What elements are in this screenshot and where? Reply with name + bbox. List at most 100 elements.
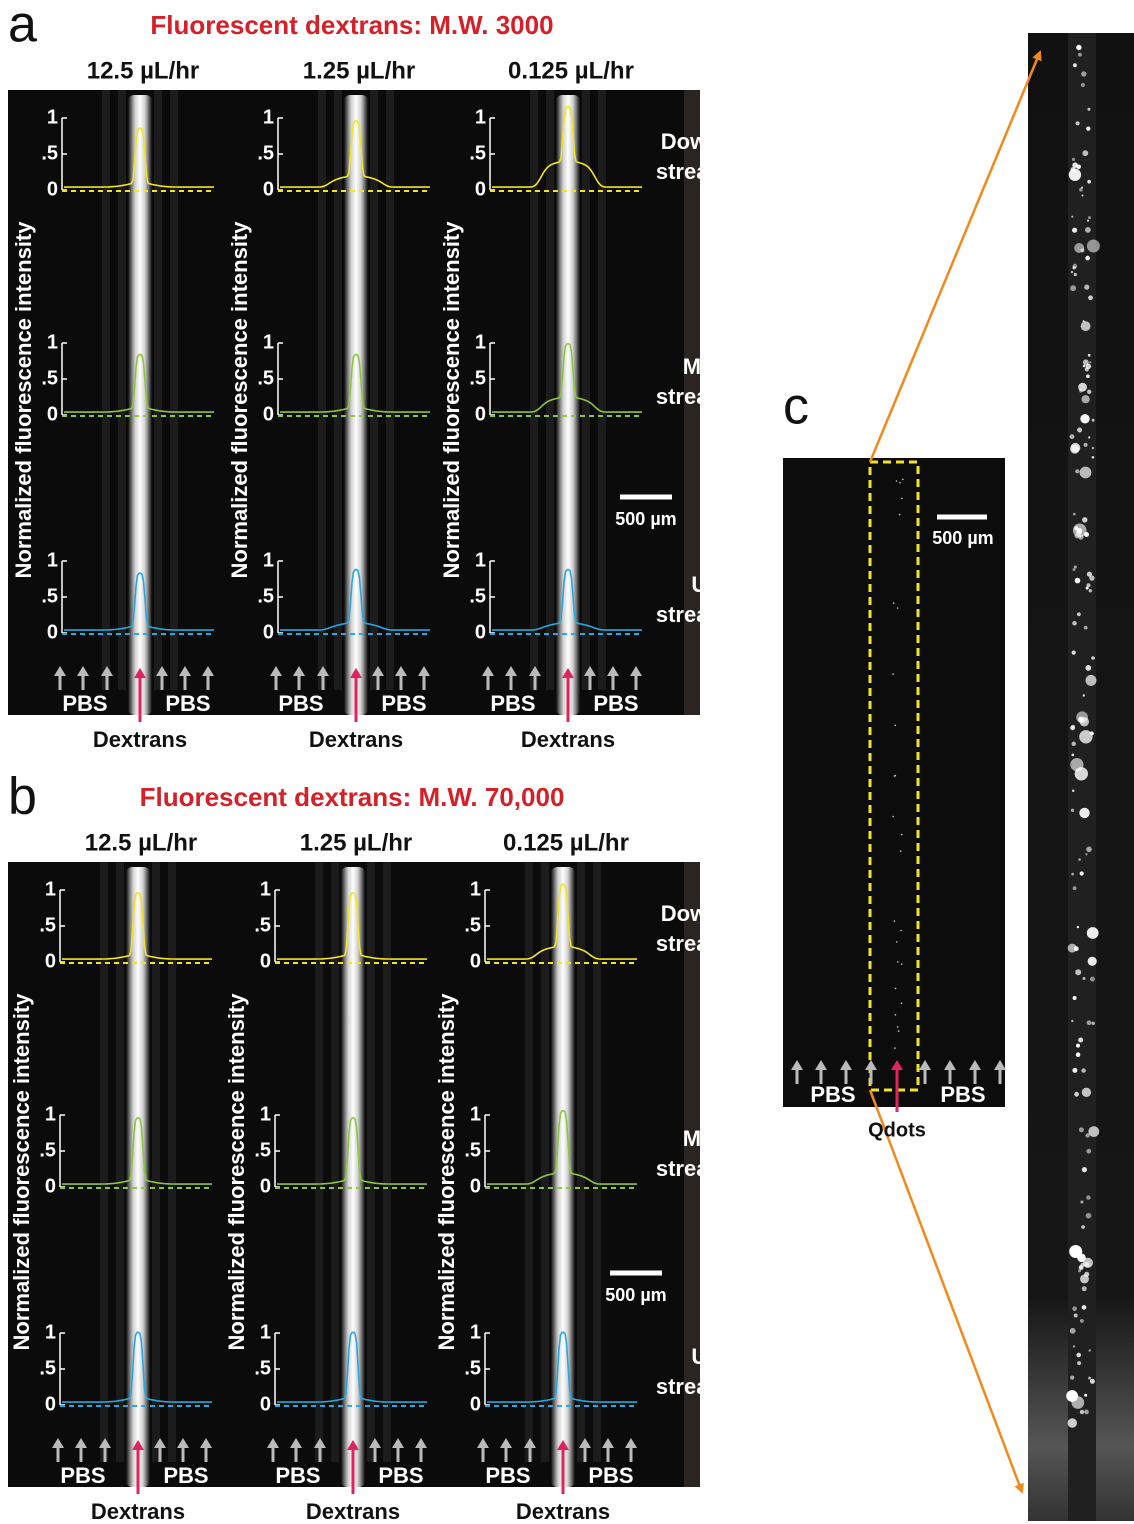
qdot <box>1075 121 1080 126</box>
y-tick-label: .5 <box>464 1357 481 1379</box>
qdot <box>892 673 894 675</box>
arrow-head <box>625 1438 637 1448</box>
arrow-head <box>919 1060 931 1070</box>
qdot <box>1075 1052 1081 1057</box>
qdot <box>1085 853 1088 856</box>
arrow-head <box>267 1438 279 1448</box>
qdot <box>1072 63 1077 68</box>
y-tick-label: 1 <box>470 878 481 900</box>
qdot <box>1076 1352 1081 1358</box>
side-channel <box>525 862 533 1462</box>
qdot <box>1086 1020 1092 1026</box>
y-tick-label: 0 <box>263 403 274 425</box>
arrow-head <box>99 1438 111 1448</box>
side-channel <box>530 90 538 690</box>
qdot <box>1077 1361 1082 1366</box>
qdot <box>1080 1200 1084 1204</box>
position-label: Mid- <box>683 354 728 379</box>
y-axis-label: Normalized fluorescence intensity <box>439 221 464 579</box>
qdot <box>1072 1345 1076 1348</box>
side-channel <box>152 862 160 1462</box>
qdot <box>1089 361 1092 364</box>
intensity-profile <box>280 120 430 188</box>
y-tick-label: 1 <box>263 549 274 571</box>
y-tick-label: 0 <box>47 403 58 425</box>
flow-rate: 0.125 µL/hr <box>508 57 634 84</box>
qdot <box>1080 248 1085 253</box>
qdot <box>893 920 896 922</box>
side-channel <box>334 90 342 690</box>
y-tick-label: 0 <box>45 1175 56 1197</box>
qdot <box>1073 1313 1078 1318</box>
intensity-profile <box>280 568 430 631</box>
arrow-head <box>602 1438 614 1448</box>
qdot <box>896 1026 899 1028</box>
y-tick-label: .5 <box>41 585 58 607</box>
qdot <box>1070 442 1081 453</box>
qdot <box>1076 44 1082 51</box>
inlet-label: Dextrans <box>306 1499 400 1524</box>
channel-glow <box>126 867 150 1487</box>
qdot <box>1083 442 1088 447</box>
qdot <box>1082 359 1089 366</box>
qdot <box>1085 586 1089 590</box>
inlet-label: PBS <box>60 1463 105 1488</box>
arrow-head <box>372 666 384 676</box>
qdot <box>1086 846 1092 853</box>
y-tick-label: 0 <box>47 621 58 643</box>
arrow-head <box>500 1438 512 1448</box>
qdot <box>1067 1418 1078 1428</box>
arrow-head <box>505 666 517 676</box>
arrow-head <box>156 666 168 676</box>
qdot <box>1084 532 1089 537</box>
y-tick-label: .5 <box>464 914 481 936</box>
flow-rate: 12.5 µL/hr <box>85 829 198 856</box>
y-tick-label: 1 <box>263 106 274 128</box>
qdot <box>1079 871 1084 876</box>
inlet-label: PBS <box>62 691 107 716</box>
qdot <box>894 1047 896 1049</box>
qdot <box>894 1014 897 1016</box>
qdot <box>1078 1037 1084 1043</box>
y-tick-label: 1 <box>45 878 56 900</box>
y-tick-label: .5 <box>257 585 274 607</box>
y-tick-label: 1 <box>47 331 58 353</box>
zoom-line <box>868 1089 1024 1494</box>
qdot <box>1083 625 1088 630</box>
qdot <box>1070 270 1074 274</box>
arrow-head <box>369 1438 381 1448</box>
side-channel <box>100 862 108 1462</box>
y-tick-label: .5 <box>254 914 271 936</box>
inlet-label: PBS <box>378 1463 423 1488</box>
y-tick-label: .5 <box>254 1357 271 1379</box>
intensity-profile <box>487 1109 637 1185</box>
qdot <box>1087 179 1091 184</box>
y-axis-label: Normalized fluorescence intensity <box>11 221 36 579</box>
qdot <box>1072 512 1076 516</box>
qdot <box>1085 1133 1090 1138</box>
qdot <box>1081 194 1084 197</box>
qdot <box>1086 1148 1092 1154</box>
qdot <box>1088 589 1093 593</box>
qdot <box>1085 227 1091 233</box>
y-tick-label: 1 <box>475 331 486 353</box>
y-tick-label: .5 <box>469 142 486 164</box>
y-tick-label: 1 <box>470 1103 481 1125</box>
qdot <box>1069 434 1075 440</box>
y-tick-label: 1 <box>470 1321 481 1343</box>
qdot <box>896 607 899 609</box>
qdot <box>1089 976 1095 982</box>
y-tick-label: .5 <box>257 142 274 164</box>
arrow-head <box>969 1060 981 1070</box>
qdot <box>1070 285 1076 292</box>
y-tick-label: 1 <box>475 549 486 571</box>
qdot <box>897 1030 900 1032</box>
qdot <box>1088 1126 1100 1137</box>
qdot <box>1072 996 1077 1000</box>
arrow-head <box>791 1060 803 1070</box>
y-tick-label: 0 <box>45 950 56 972</box>
qdot <box>1071 1396 1085 1409</box>
arrow-head <box>392 1438 404 1448</box>
qdot <box>1086 571 1092 577</box>
arrow-head <box>418 666 430 676</box>
